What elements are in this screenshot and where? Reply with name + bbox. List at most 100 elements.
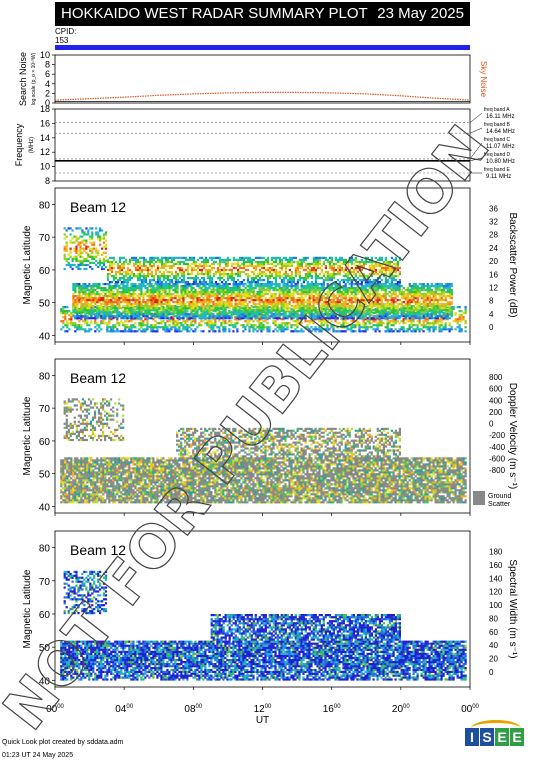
heatmap-cell [296,320,299,323]
heatmap-cell [234,307,237,310]
heatmap-cell [310,293,313,296]
heatmap-cell [172,283,175,286]
heatmap-cell [384,299,387,302]
heatmap-cell [144,260,148,264]
heatmap-cell [450,306,453,309]
heatmap-cell [274,281,278,284]
heatmap-cell [394,313,397,316]
heatmap-cell [426,309,429,312]
heatmap-cell [426,303,429,306]
heatmap-cell [146,287,149,290]
heatmap-cell [166,285,169,288]
heatmap-cell [374,299,377,302]
heatmap-cell [106,305,109,308]
heatmap-cell [240,301,243,304]
heatmap-cell [154,268,158,272]
heatmap-cell [190,324,193,327]
heatmap-cell [150,326,153,329]
heatmap-cell [442,305,445,308]
heatmap-cell [180,275,184,278]
heatmap-cell [442,317,445,320]
heatmap-cell [428,293,431,296]
heatmap-cell [216,305,219,308]
heatmap-cell [372,297,375,300]
heatmap-cell [166,293,169,296]
heatmap-cell [82,320,85,323]
heatmap-cell [346,326,349,329]
heatmap-cell [282,291,285,294]
heatmap-cell [286,297,289,300]
heatmap-cell [78,285,81,288]
heatmap-cell [304,301,307,304]
heatmap-cell [346,287,349,290]
heatmap-cell [130,299,133,302]
heatmap-cell [102,303,105,306]
heatmap-cell [440,324,443,327]
heatmap-cell [420,328,423,331]
heatmap-cell [108,262,112,266]
heatmap-cell [252,313,255,316]
heatmap-cell [304,320,307,323]
heatmap-cell [262,328,265,331]
heatmap-cell [168,301,171,304]
heatmap-cell [208,305,211,308]
heatmap-cell [214,330,217,333]
heatmap-cell [120,266,124,270]
heatmap-cell [272,270,276,274]
heatmap-cell [224,273,228,276]
heatmap-cell [160,256,164,259]
heatmap-cell [132,297,135,300]
heatmap-cell [236,307,239,310]
heatmap-cell [242,266,246,270]
heatmap-cell [444,326,447,329]
heatmap-cell [328,285,331,288]
heatmap-cell [194,297,197,300]
heatmap-cell [122,297,125,300]
heatmap-cell [126,283,129,286]
heatmap-cell [348,309,351,312]
heatmap-cell [400,326,403,329]
heatmap-cell [288,256,291,259]
heatmap-cell [112,301,115,304]
heatmap-cell [244,299,247,302]
heatmap-cell [244,297,247,300]
heatmap-cell [202,285,205,288]
heatmap-cell [318,328,321,331]
heatmap-cell [150,275,154,278]
heatmap-cell [418,328,421,331]
heatmap-cell [370,293,373,296]
heatmap-cell [128,305,131,308]
heatmap-cell [262,320,265,323]
heatmap-cell [332,293,335,296]
heatmap-cell [120,301,123,304]
heatmap-cell [382,283,385,286]
heatmap-cell [268,268,272,272]
heatmap-cell [238,295,241,298]
heatmap-cell [224,262,228,266]
heatmap-cell [458,328,461,331]
heatmap-cell [98,297,101,300]
heatmap-cell [198,307,201,310]
heatmap-cell [358,311,361,314]
heatmap-cell [448,295,451,298]
heatmap-cell [136,285,139,288]
heatmap-cell [448,283,451,286]
heatmap-cell [114,324,117,327]
heatmap-cell [362,287,365,290]
heatmap-cell [182,260,186,264]
heatmap-cell [278,326,281,329]
heatmap-cell [128,291,131,294]
heatmap-cell [278,315,281,318]
heatmap-cell [306,324,309,327]
heatmap-cell [304,309,307,312]
heatmap-cell [212,301,215,304]
heatmap-cell [436,293,439,296]
heatmap-cell [128,309,131,312]
heatmap-cell [280,264,284,268]
heatmap-cell [186,270,190,274]
heatmap-cell [154,299,157,302]
heatmap-cell [78,301,81,304]
heatmap-cell [418,303,421,306]
heatmap-cell [150,256,154,259]
heatmap-cell [400,301,403,304]
